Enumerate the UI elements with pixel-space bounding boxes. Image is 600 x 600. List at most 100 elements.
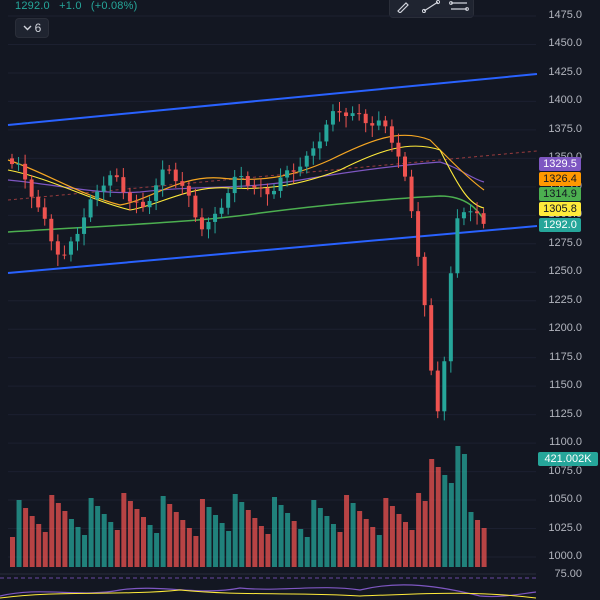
indicators-count: 6 xyxy=(34,21,42,35)
mid-moving-average xyxy=(7,145,485,211)
price-tag: 1305.8 xyxy=(539,202,581,216)
drawing-toolbar xyxy=(389,0,474,18)
price-axis-label: 1075.0 xyxy=(548,464,582,477)
candle-body xyxy=(304,155,309,167)
price-axis-label: 1225.0 xyxy=(548,293,582,306)
volume-bar xyxy=(23,508,29,567)
candle-body xyxy=(429,305,434,371)
rsi-pane xyxy=(0,573,537,599)
candle-body xyxy=(422,256,427,306)
volume-bar xyxy=(435,467,441,567)
indicators-toggle-button[interactable]: 6 xyxy=(15,18,49,38)
candle-body xyxy=(23,163,28,180)
candle-body xyxy=(121,177,126,193)
purple-moving-average xyxy=(7,161,485,194)
volume-bar xyxy=(127,501,133,567)
pencil-tool-button[interactable] xyxy=(391,0,417,15)
volume-tag: 421.002K xyxy=(538,452,598,466)
candle-body xyxy=(239,176,244,178)
price-axis-label: 1450.0 xyxy=(548,37,582,50)
volume-bar xyxy=(252,518,258,567)
candle-body xyxy=(357,113,362,115)
volume-bar xyxy=(324,516,330,567)
volume-bar xyxy=(186,528,192,567)
candle-body xyxy=(141,201,145,208)
volume-bar xyxy=(455,446,461,567)
indicator-lines xyxy=(7,73,538,274)
price-axis-label: 1125.0 xyxy=(549,407,582,420)
volume-bar xyxy=(311,500,317,567)
candle-body xyxy=(55,241,60,255)
candle-body xyxy=(186,185,191,196)
volume-bar xyxy=(193,536,199,567)
candle-body xyxy=(36,196,41,208)
price-tag: 1292.0 xyxy=(539,218,581,232)
candle-body xyxy=(193,195,198,218)
trendline-tool-icon xyxy=(422,0,441,13)
candle-body xyxy=(10,158,14,165)
volume-bar xyxy=(330,524,336,567)
volume-bar xyxy=(62,511,68,567)
volume-bar xyxy=(29,516,35,567)
candle-body xyxy=(82,217,87,234)
price-axis-label: 1475.0 xyxy=(548,9,582,21)
price-axis-label: 1375.0 xyxy=(548,122,582,135)
price-axis-label: 1150.0 xyxy=(549,379,582,392)
candle-body xyxy=(324,124,329,142)
volume-bar xyxy=(442,475,448,567)
candle-body xyxy=(291,170,296,172)
volume-bar xyxy=(389,506,395,567)
candle-body xyxy=(278,177,283,191)
trendline-tool-button[interactable] xyxy=(418,0,444,15)
candle-body xyxy=(461,212,466,219)
price-axis-label: 1000.0 xyxy=(548,550,582,562)
price-axis-label: 1100.0 xyxy=(549,436,582,449)
volume-bar xyxy=(376,535,382,567)
volume-bar xyxy=(344,495,350,567)
volume-bar xyxy=(383,498,389,567)
candle-body xyxy=(219,207,224,214)
volume-bar xyxy=(429,459,435,567)
candle-body xyxy=(389,126,394,143)
volume-bar xyxy=(82,535,88,567)
candle-body xyxy=(285,170,290,178)
volume-bar xyxy=(68,519,74,567)
candle-body xyxy=(68,241,73,255)
volume-bar xyxy=(134,509,140,567)
volume-bar xyxy=(350,503,356,567)
candle-body xyxy=(199,217,204,230)
candle-body xyxy=(455,218,460,274)
candle-body xyxy=(403,156,407,177)
volume-bar xyxy=(409,530,415,567)
price-tag: 1314.9 xyxy=(539,187,581,201)
volume-bar xyxy=(337,532,343,567)
long-moving-average xyxy=(7,195,485,233)
lines-tool-button[interactable] xyxy=(446,0,472,15)
candle-body xyxy=(265,188,270,195)
volume-bar xyxy=(416,493,422,567)
candle-body xyxy=(29,179,34,197)
volume-bar xyxy=(101,514,107,567)
volume-bar xyxy=(422,501,428,567)
volume-bar xyxy=(239,502,245,567)
candlesticks xyxy=(10,101,486,421)
lower-channel-line xyxy=(7,225,538,274)
candle-body xyxy=(232,176,237,194)
candle-body xyxy=(226,193,231,208)
candle-body xyxy=(376,120,381,126)
volume-bar xyxy=(363,519,369,567)
price-tag: 1326.4 xyxy=(539,172,581,186)
candle-body xyxy=(363,113,368,124)
candle-body xyxy=(311,148,316,156)
upper-channel-line xyxy=(7,73,538,126)
candle-body xyxy=(213,213,218,222)
volume-bar xyxy=(258,526,264,567)
candle-body xyxy=(448,273,453,362)
candle-body xyxy=(468,211,473,213)
volume-bar xyxy=(265,534,271,567)
volume-bar xyxy=(121,493,127,567)
volume-bar xyxy=(167,504,173,567)
candle-body xyxy=(370,123,375,126)
volume-bar xyxy=(357,511,363,567)
